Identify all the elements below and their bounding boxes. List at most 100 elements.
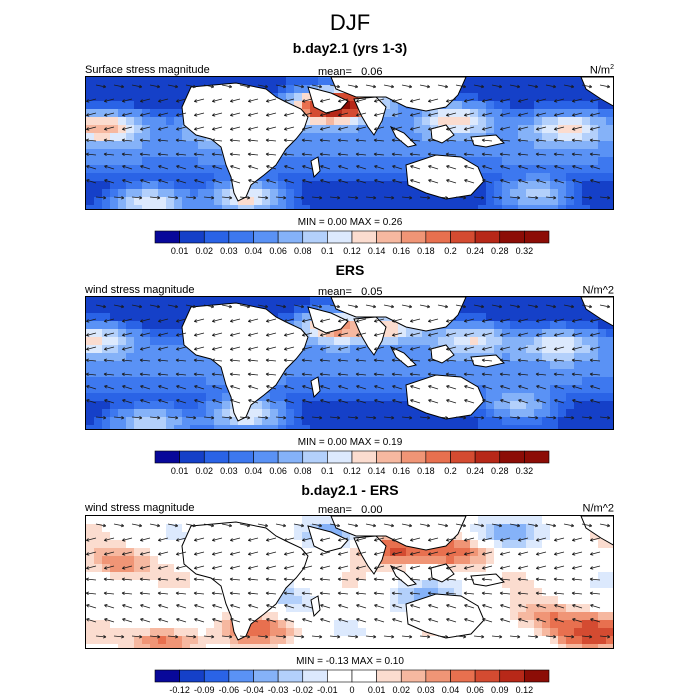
field-cell [566,548,575,557]
field-cell [182,580,191,589]
wind-arrow [193,372,205,377]
wind-arrow [293,523,305,528]
field-cell [558,588,567,597]
field-cell [374,377,383,386]
field-cell [358,345,367,354]
field-cell [422,345,431,354]
field-cell [478,321,487,330]
field-cell [590,644,599,648]
wind-arrow [419,304,431,309]
wind-arrow [230,165,241,170]
field-cell [582,540,591,549]
field-cell [278,401,287,410]
wind-arrow [464,399,475,404]
field-cell [558,181,567,190]
field-cell [158,337,167,346]
field-cell [214,173,223,182]
wind-arrow [320,318,331,323]
field-cell [566,409,575,418]
field-cell [430,548,439,557]
field-cell [294,85,303,94]
field-cell [566,361,575,370]
wind-arrow [428,346,439,351]
wind-arrow [194,165,205,170]
field-cell [470,313,479,322]
field-cell [126,393,135,402]
mean-value: 0.00 [361,504,383,516]
colorbar-tick-label: 0.04 [245,466,263,476]
field-cell [350,644,359,648]
wind-arrow [572,98,583,103]
field-cell [582,337,591,346]
field-cell [118,532,127,541]
field-cell [294,580,303,589]
wind-arrow [446,165,457,170]
colorbar-box [277,450,304,464]
field-cell [438,588,447,597]
wind-arrow [554,165,565,170]
field-cell [166,409,175,418]
field-cell [110,556,119,565]
field-cell [486,369,495,378]
field-cell [574,133,583,142]
field-cell [462,580,471,589]
wind-arrow [211,591,223,596]
field-cell [526,297,535,306]
mean-label: mean= [318,504,352,516]
wind-arrow [392,346,403,351]
wind-arrow [392,179,403,184]
field-cell [126,149,135,158]
field-cell [446,425,455,429]
field-cell [118,141,127,150]
field-cell [278,305,287,314]
field-cell [478,417,487,426]
field-cell [382,556,391,565]
colorbar-box [203,450,230,464]
field-cell [510,165,519,174]
field-cell [574,149,583,158]
field-cell [286,417,295,426]
field-cell [286,149,295,158]
wind-arrow [572,126,583,131]
wind-arrow [518,126,529,131]
field-cell [254,297,263,306]
field-cell [318,612,327,621]
field-cell [590,425,599,429]
wind-arrow [86,577,97,582]
wind-arrow [122,565,133,570]
field-cell [518,588,527,597]
field-cell [550,612,559,621]
field-cell [198,353,207,362]
wind-arrow [338,112,349,117]
field-cell [142,361,151,370]
wind-arrow [140,318,151,323]
field-cell [174,425,183,429]
wind-arrow [293,195,305,200]
field-cell [214,205,223,209]
wind-arrow [419,634,431,639]
field-cell [502,377,511,386]
wind-arrow [518,618,529,623]
wind-arrow [338,346,349,351]
wind-arrow [590,126,601,131]
field-cell [406,644,415,648]
field-cell [142,377,151,386]
field-cell [198,596,207,605]
field-cell [494,369,503,378]
wind-arrow [500,604,511,609]
field-cell [318,337,327,346]
field-cell [158,101,167,110]
field-cell [326,181,335,190]
field-cell [86,133,95,142]
field-cell [534,556,543,565]
field-cell [598,205,607,209]
field-cell [142,189,151,198]
field-cell [310,181,319,190]
field-cell [582,564,591,573]
field-cell [502,385,511,394]
field-cell [582,644,591,648]
colorbar-tick-label: 0.03 [417,685,435,695]
panel-2-minmax: MIN = 0.00 MAX = 0.19 [297,437,403,448]
field-cell [446,197,455,206]
field-cell [310,644,319,648]
